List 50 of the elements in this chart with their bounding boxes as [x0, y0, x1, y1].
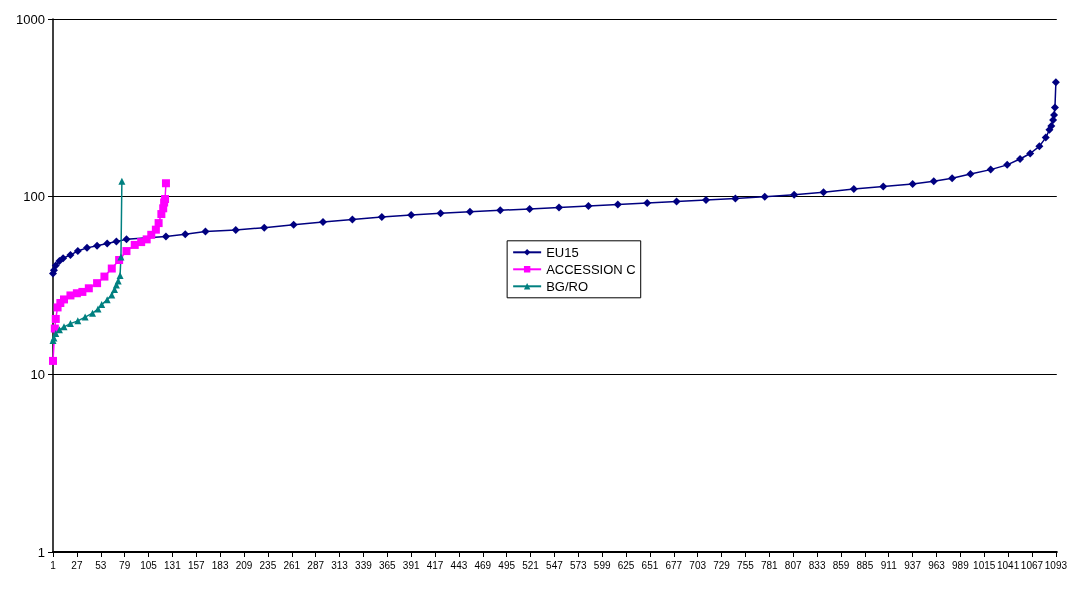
y-tick-label: 10: [30, 366, 45, 382]
x-tick-label: 443: [450, 559, 468, 571]
x-tick-label: 339: [355, 559, 373, 571]
x-tick-label: 313: [331, 559, 349, 571]
x-tick-label: 807: [784, 559, 802, 571]
x-tick-label: 703: [689, 559, 707, 571]
x-tick-label: 209: [235, 559, 253, 571]
x-tick-label: 287: [307, 559, 325, 571]
x-tick-label: 625: [617, 559, 635, 571]
x-tick-label: 261: [283, 559, 301, 571]
x-tick-label: 859: [832, 559, 850, 571]
x-tick-label: 599: [593, 559, 611, 571]
x-tick-label: 963: [928, 559, 946, 571]
x-tick-label: 27: [71, 559, 83, 571]
x-tick-label: 1: [50, 559, 57, 571]
x-tick-label: 469: [474, 559, 492, 571]
x-tick-label: 521: [522, 559, 540, 571]
x-tick-label: 131: [164, 559, 182, 571]
x-tick-label: 677: [665, 559, 683, 571]
x-tick-label: 1015: [973, 559, 996, 571]
legend-label: BG/RO: [546, 278, 589, 294]
x-tick-label: 547: [546, 559, 564, 571]
x-tick-label: 79: [119, 559, 131, 571]
x-tick-label: 573: [569, 559, 588, 571]
y-tick-label: 1: [37, 544, 45, 560]
x-tick-label: 1041: [997, 559, 1020, 571]
x-tick-label: 755: [737, 559, 755, 571]
x-tick-label: 833: [808, 559, 826, 571]
y-tick-label: 1000: [16, 11, 45, 27]
x-tick-label: 417: [426, 559, 444, 571]
x-tick-label: 989: [952, 559, 970, 571]
x-tick-label: 183: [211, 559, 229, 571]
x-tick-label: 885: [856, 559, 874, 571]
x-tick-label: 495: [498, 559, 516, 571]
x-tick-label: 911: [880, 559, 898, 571]
x-tick-label: 53: [95, 559, 107, 571]
x-tick-label: 1067: [1020, 559, 1044, 571]
x-tick-label: 105: [140, 559, 158, 571]
x-tick-label: 781: [761, 559, 779, 571]
x-tick-label: 391: [402, 559, 420, 571]
legend-label: ACCESSION C: [546, 261, 636, 277]
x-tick-label: 937: [904, 559, 922, 571]
x-tick-label: 1093: [1044, 559, 1068, 571]
x-tick-label: 651: [641, 559, 659, 571]
x-tick-label: 729: [713, 559, 731, 571]
x-tick-label: 157: [187, 559, 206, 571]
y-tick-label: 100: [23, 189, 45, 205]
x-tick-label: 235: [259, 559, 277, 571]
x-tick-label: 365: [378, 559, 397, 571]
legend-label: EU15: [546, 244, 579, 260]
